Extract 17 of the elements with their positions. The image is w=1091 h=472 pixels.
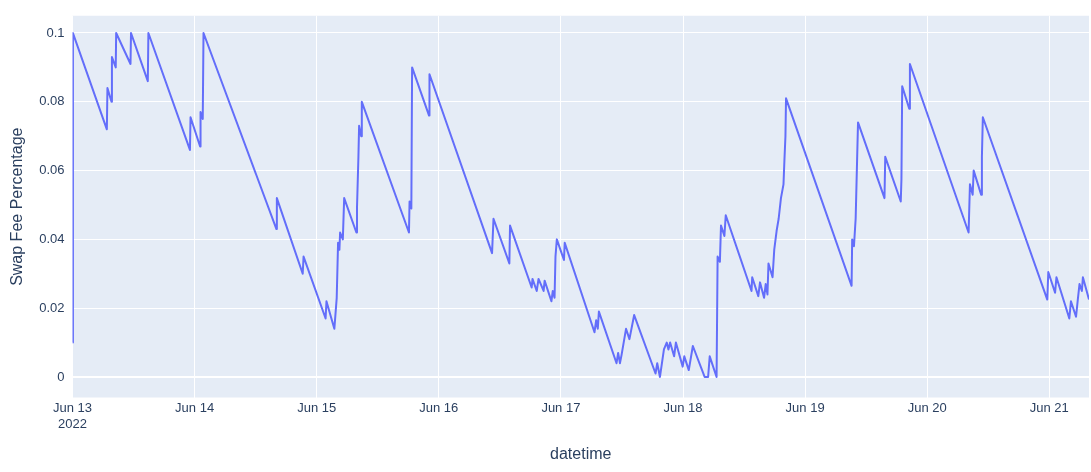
x-tick-label: Jun 16 [419,399,459,415]
y-tick-label: 0 [57,368,65,384]
x-axis-title: datetime [550,444,612,462]
x-tick-label: Jun 15 [297,399,337,415]
x-tick-label: Jun 17 [541,399,581,415]
y-tick-label: 0.02 [39,299,65,315]
x-tick-label: Jun 20 [907,399,947,415]
x-tick-label: Jun 19 [785,399,825,415]
x-tick-label: Jun 13 2022 [52,399,93,431]
y-axis-title: Swap Fee Percentage [8,127,26,286]
x-tick-label: Jun 18 [663,399,703,415]
y-tick-label: 0.06 [39,162,65,178]
y-tick-label: 0.08 [39,93,65,109]
y-tick-label: 0.1 [46,24,65,40]
x-tick-label: Jun 21 [1029,399,1069,415]
x-tick-label: Jun 14 [175,399,215,415]
y-tick-label: 0.04 [39,230,65,246]
